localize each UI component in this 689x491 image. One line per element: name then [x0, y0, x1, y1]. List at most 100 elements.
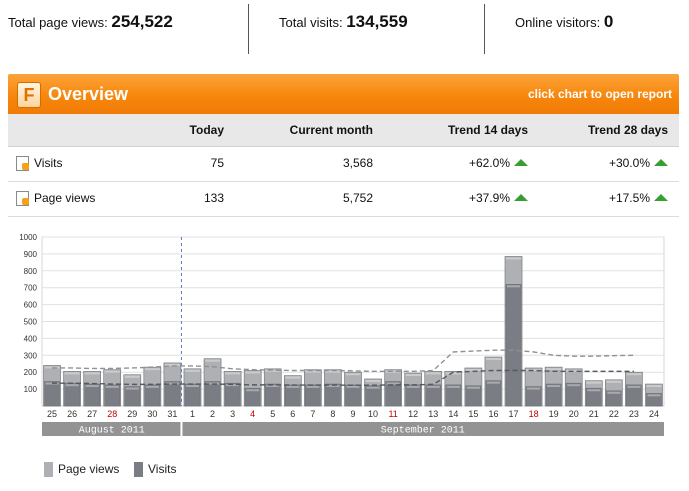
trend-14-cell: +62.0%	[469, 156, 528, 170]
visits-bar-highlight	[426, 385, 440, 388]
visits-bar-highlight	[506, 285, 521, 288]
total-page-views-value: 254,522	[111, 12, 173, 31]
month-label-august: August 2011	[79, 426, 145, 437]
x-tick-label: 21	[589, 409, 599, 419]
visits-bar-highlight	[446, 385, 460, 388]
visits-bar	[204, 381, 221, 407]
visits-bar-highlight	[266, 385, 280, 388]
app-logo-icon: F	[17, 82, 41, 108]
report-icon[interactable]	[16, 191, 29, 206]
x-tick-label: 29	[127, 409, 137, 419]
total-page-views-label: Total page views:	[8, 15, 108, 30]
page-views-bar-highlight	[225, 372, 241, 375]
page-views-bar-highlight	[365, 379, 381, 382]
visits-bar-highlight	[647, 394, 661, 397]
visits-bar	[345, 384, 361, 407]
visits-bar	[144, 384, 161, 407]
trend-28-value: +30.0%	[608, 156, 650, 170]
visits-bar	[184, 383, 201, 407]
x-tick-label: 7	[310, 409, 315, 419]
page-views-bar-highlight	[505, 257, 522, 260]
x-tick-label: 30	[147, 409, 157, 419]
trend-up-icon	[514, 159, 528, 166]
visits-bar	[385, 381, 401, 407]
total-page-views: Total page views: 254,522	[8, 12, 173, 32]
x-tick-label: 4	[250, 409, 255, 419]
visits-bar	[485, 380, 502, 407]
x-tick-label: 13	[428, 409, 438, 419]
legend-page-views: Page views	[44, 462, 120, 477]
table-header-row: Today Current month Trend 14 days Trend …	[8, 114, 679, 147]
page-views-bar-highlight	[84, 372, 100, 375]
table-row-visits[interactable]: Visits 75 3,568 +62.0% +30.0%	[8, 147, 679, 182]
trend-up-icon	[654, 159, 668, 166]
visits-bar	[465, 385, 482, 407]
page-views-trend-line	[52, 349, 634, 373]
page-views-bar-highlight	[104, 370, 120, 373]
open-report-link[interactable]: click chart to open report	[527, 87, 672, 101]
page-views-bar-highlight	[465, 368, 481, 371]
visits-bar-highlight	[466, 386, 480, 389]
x-tick-label: 17	[509, 409, 519, 419]
visits-bar-highlight	[527, 387, 541, 390]
visits-bar-highlight	[627, 385, 641, 388]
y-tick-label: 300	[24, 351, 38, 360]
visits-bar	[264, 383, 281, 407]
x-tick-label: 23	[629, 409, 639, 419]
visits-bar-highlight	[406, 385, 420, 388]
month-bar-august	[42, 422, 181, 436]
visits-bar-highlight	[486, 381, 500, 384]
visits-bar-highlight	[386, 382, 400, 385]
page-views-bar-highlight	[325, 370, 341, 373]
x-tick-label: 26	[67, 409, 77, 419]
page-views-bar-highlight	[586, 381, 602, 384]
x-tick-label: 24	[649, 409, 659, 419]
x-tick-label: 14	[448, 409, 458, 419]
visits-bar-highlight	[145, 385, 159, 388]
x-tick-label: 9	[350, 409, 355, 419]
visits-bar	[164, 381, 181, 407]
page-views-bar-highlight	[285, 376, 301, 379]
legend-label: Page views	[58, 462, 120, 476]
today-value: 133	[203, 191, 224, 205]
stats-divider	[248, 4, 249, 54]
visits-bar	[606, 390, 622, 407]
visits-bar	[565, 382, 582, 407]
x-tick-label: 28	[107, 409, 117, 419]
page-views-bar-highlight	[205, 359, 221, 362]
x-tick-label: 31	[167, 409, 177, 419]
visits-bar	[405, 384, 422, 407]
report-icon[interactable]	[16, 156, 29, 171]
page-views-bar-highlight	[164, 363, 180, 366]
x-tick-label: 8	[330, 409, 335, 419]
page-views-bar-highlight	[566, 369, 582, 372]
page-views-bar-highlight	[385, 370, 401, 373]
x-tick-label: 11	[388, 409, 397, 419]
month-label-september: September 2011	[381, 425, 465, 437]
table-row-page-views[interactable]: Page views 133 5,752 +37.9% +17.5%	[8, 182, 679, 217]
page-views-bar-highlight	[305, 370, 321, 373]
online-visitors-value: 0	[603, 12, 614, 31]
x-tick-label: 16	[488, 409, 498, 419]
visits-bar	[445, 384, 462, 407]
visits-bar-highlight	[185, 385, 200, 388]
page-views-bar-highlight	[184, 369, 201, 372]
page-views-bar-highlight	[64, 372, 80, 375]
page-views-bar-highlight	[405, 374, 421, 377]
visits-trend-line	[52, 369, 634, 386]
month-value: 3,568	[342, 156, 373, 170]
trend-14-value: +37.9%	[468, 191, 510, 205]
page-views-bar-highlight	[626, 373, 642, 376]
total-visits-label: Total visits:	[279, 15, 343, 30]
visits-bar	[224, 382, 241, 407]
x-tick-label: 10	[368, 409, 378, 419]
x-tick-label: 18	[529, 409, 539, 419]
y-tick-label: 200	[24, 368, 38, 377]
trend-14-cell: +37.9%	[469, 191, 528, 205]
column-header-trend-28: Trend 28 days	[587, 123, 668, 137]
visits-bar	[505, 284, 522, 407]
x-tick-label: 20	[569, 409, 579, 419]
visits-bar-highlight	[587, 389, 601, 392]
page-views-bar-highlight	[646, 385, 662, 388]
